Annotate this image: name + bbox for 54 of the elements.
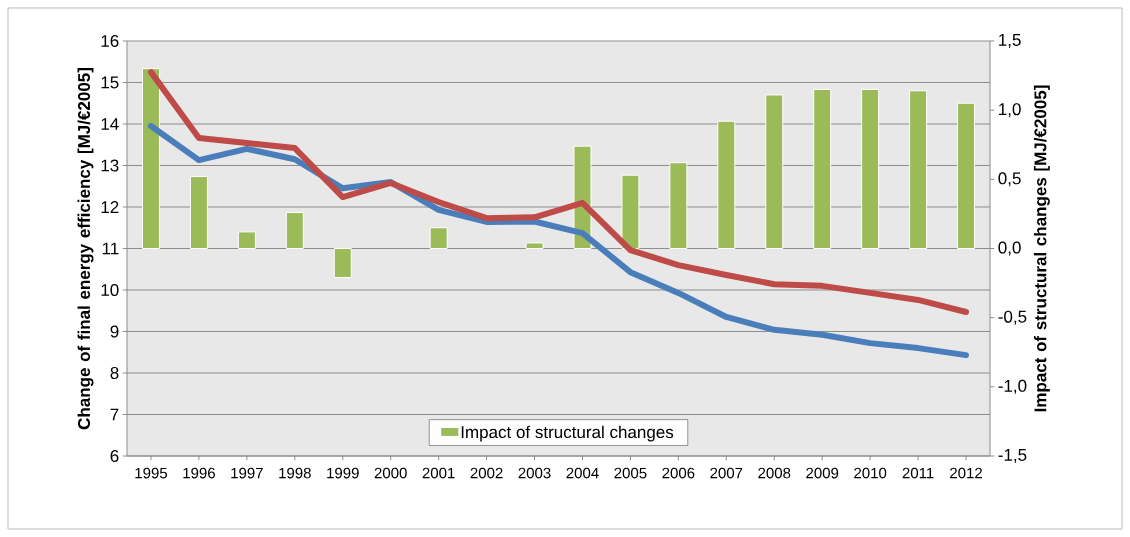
bar [765, 94, 784, 249]
x-tick-label: 2009 [806, 467, 839, 479]
y2-tick-label: -0,5 [998, 310, 1027, 325]
x-tick-label: 2006 [662, 467, 695, 479]
bar [861, 88, 880, 249]
x-tick-label: 1998 [279, 467, 311, 479]
bar [717, 120, 736, 249]
y-tick-label: 12 [101, 201, 119, 213]
y2-tick-label: 1,5 [999, 34, 1021, 48]
x-tick-label: 1996 [183, 467, 215, 479]
y2-tick-label: 0,0 [998, 241, 1021, 256]
x-tick-label: 2002 [470, 467, 503, 479]
bar [621, 174, 640, 249]
x-tick-label: 2003 [518, 467, 551, 479]
bar [285, 212, 304, 249]
y2-tick-label: -1,0 [998, 379, 1027, 394]
bar [429, 227, 448, 249]
x-tick-label: 2000 [374, 467, 407, 479]
bar [237, 231, 256, 249]
y-tick-label: 7 [110, 408, 119, 421]
bar [957, 102, 976, 249]
x-tick-label: 2007 [710, 467, 743, 479]
legend-label: Impact of structural changes [461, 425, 674, 442]
y-tick-label: 11 [102, 242, 119, 255]
x-tick-label: 1997 [231, 467, 263, 479]
y-tick-label: 10 [101, 283, 119, 297]
x-tick-label: 1995 [135, 467, 168, 479]
x-tick-label: 2011 [902, 467, 934, 479]
y2-axis-title: Impact of structural changes [MJ/€2005] [1033, 85, 1050, 412]
y-tick-label: 9 [110, 325, 119, 338]
bar [813, 88, 832, 249]
x-tick-label: 2005 [614, 467, 647, 479]
bar [909, 90, 928, 249]
y2-tick-label: 0,5 [998, 172, 1021, 187]
y-tick-label: 13 [101, 159, 119, 172]
bar [669, 162, 688, 249]
x-tick-label: 2008 [758, 467, 791, 479]
x-tick-label: 2004 [566, 467, 599, 479]
y-tick-label: 8 [110, 366, 119, 380]
y2-tick-label: 1,0 [999, 103, 1021, 118]
x-tick-label: 2010 [854, 467, 887, 479]
y-tick-label: 15 [101, 76, 119, 89]
bar [333, 248, 352, 279]
x-tick-label: 2001 [422, 467, 455, 479]
y-axis-title: Change of final energy efficiency [MJ/€2005] [77, 68, 94, 430]
x-tick-label: 1999 [327, 467, 359, 479]
bar [525, 242, 544, 249]
y-tick-label: 16 [101, 34, 119, 48]
y2-tick-label: -1,5 [998, 449, 1027, 463]
bar [141, 68, 160, 249]
x-tick-label: 2012 [950, 467, 982, 479]
y-tick-label: 6 [110, 449, 119, 463]
bar [189, 176, 208, 249]
y-tick-label: 14 [101, 118, 119, 130]
